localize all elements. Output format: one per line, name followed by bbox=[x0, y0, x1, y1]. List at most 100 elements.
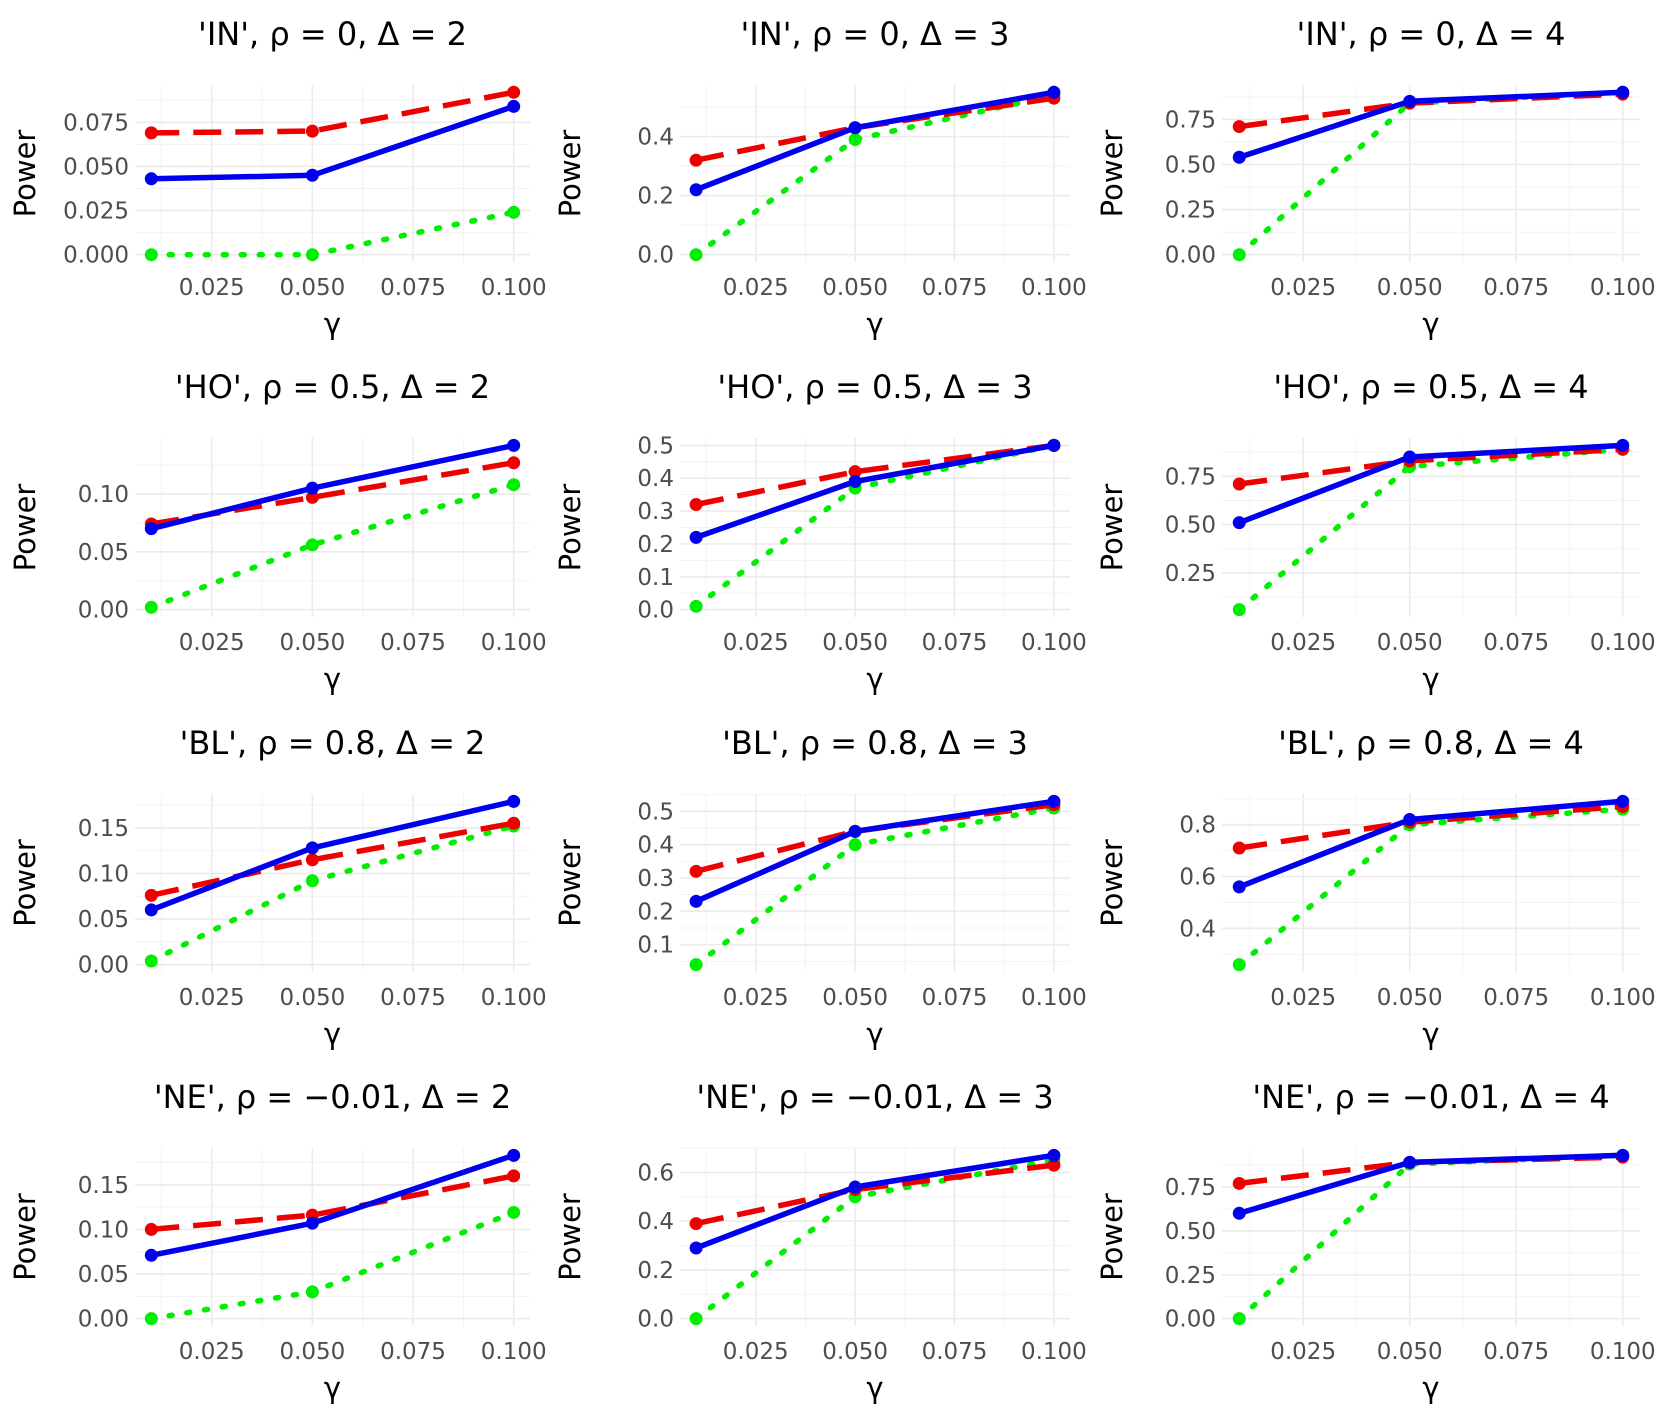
x-tick-label: 0.075 bbox=[922, 1339, 988, 1365]
series-1-point bbox=[689, 530, 703, 544]
y-tick-label: 0.50 bbox=[1165, 513, 1216, 539]
x-tick-label: 0.025 bbox=[1270, 1339, 1336, 1365]
series-3-point bbox=[689, 599, 703, 613]
x-axis-label: γ bbox=[1422, 1017, 1439, 1051]
x-tick-label: 0.100 bbox=[1021, 1339, 1087, 1365]
chart-panel-9: 0.025 0.050 0.075 0.100 0.4 0.6 0.8 γ Power 'BL',… bbox=[1095, 724, 1656, 1051]
series-2-point bbox=[1047, 1158, 1061, 1172]
series-2-point bbox=[305, 853, 319, 867]
series-2-point bbox=[305, 490, 319, 504]
y-tick-label: 0.3 bbox=[637, 866, 674, 892]
x-tick-label: 0.100 bbox=[481, 630, 547, 656]
y-tick-label: 0.05 bbox=[78, 540, 129, 566]
x-tick-label: 0.100 bbox=[1590, 1339, 1656, 1365]
series-1-point bbox=[1616, 85, 1630, 99]
x-tick-label: 0.075 bbox=[380, 985, 446, 1011]
chart-panel-4: 0.025 0.050 0.075 0.100 0.00 0.05 0.10 γ Power 'H… bbox=[8, 368, 547, 696]
series-2-point bbox=[305, 124, 319, 138]
y-tick-label: 0.2 bbox=[637, 1258, 674, 1284]
x-tick-label: 0.075 bbox=[1483, 275, 1549, 301]
y-tick-label: 0.00 bbox=[78, 1307, 129, 1333]
series-2-line bbox=[151, 89, 515, 136]
series-2-line bbox=[695, 95, 1055, 163]
series-1-line bbox=[150, 442, 515, 532]
series-1-point bbox=[1047, 1148, 1061, 1162]
series-2-point bbox=[689, 153, 703, 167]
x-tick-label: 0.100 bbox=[1021, 275, 1087, 301]
series-3-line bbox=[148, 1209, 517, 1322]
x-axis-label: γ bbox=[324, 662, 341, 696]
x-tick-label: 0.025 bbox=[723, 1339, 789, 1365]
x-tick-label: 0.075 bbox=[1483, 985, 1549, 1011]
series-3-point bbox=[848, 838, 862, 852]
series-2-point bbox=[144, 888, 158, 902]
y-tick-label: 0.50 bbox=[1165, 152, 1216, 178]
series-3-line bbox=[1236, 446, 1626, 613]
y-tick-label: 0.0 bbox=[637, 598, 674, 624]
series-1-line bbox=[1238, 442, 1623, 526]
x-axis-label: γ bbox=[1422, 1371, 1439, 1405]
series-1-point bbox=[1232, 516, 1246, 530]
x-tick-label: 0.050 bbox=[279, 630, 345, 656]
series-1-point bbox=[144, 172, 158, 186]
y-tick-label: 0.0 bbox=[637, 243, 674, 269]
y-tick-label: 0.75 bbox=[1165, 107, 1216, 133]
x-tick-label: 0.025 bbox=[723, 630, 789, 656]
series-3-point bbox=[689, 958, 703, 972]
series-3-point bbox=[689, 1312, 703, 1326]
chart-panel-7: 0.025 0.050 0.075 0.100 0.00 0.05 0.10 0.15 γ Pow… bbox=[8, 724, 547, 1051]
y-tick-label: 0.5 bbox=[637, 433, 674, 459]
y-tick-label: 0.00 bbox=[78, 953, 129, 979]
series-1-point bbox=[1616, 438, 1630, 452]
series-3-point bbox=[507, 478, 521, 492]
x-axis-label: γ bbox=[866, 1017, 883, 1051]
y-tick-label: 0.0 bbox=[637, 1307, 674, 1333]
x-axis-label: γ bbox=[324, 1017, 341, 1051]
panel-title: 'BL', ρ = 0.8, Δ = 2 bbox=[180, 724, 486, 762]
panel-title: 'BL', ρ = 0.8, Δ = 3 bbox=[722, 724, 1028, 762]
series-3-point bbox=[1232, 958, 1246, 972]
series-3-point bbox=[144, 600, 158, 614]
series-2-line bbox=[695, 442, 1055, 508]
series-3-line bbox=[148, 209, 517, 258]
panel-title: 'HO', ρ = 0.5, Δ = 2 bbox=[175, 368, 490, 406]
y-tick-label: 0.05 bbox=[78, 1262, 129, 1288]
y-tick-label: 0.10 bbox=[78, 482, 129, 508]
y-tick-label: 0.10 bbox=[78, 1217, 129, 1243]
series-1-point bbox=[507, 1148, 521, 1162]
series-3-line bbox=[1236, 89, 1626, 258]
series-3-point bbox=[144, 248, 158, 262]
y-axis-label: Power bbox=[8, 130, 42, 218]
y-tick-label: 0.50 bbox=[1165, 1219, 1216, 1245]
y-tick-label: 0.3 bbox=[637, 499, 674, 525]
series-1-point bbox=[507, 794, 521, 808]
series-1-point bbox=[144, 1248, 158, 1262]
x-tick-label: 0.075 bbox=[922, 985, 988, 1011]
y-axis-label: Power bbox=[1095, 484, 1129, 572]
chart-panel-6: 0.025 0.050 0.075 0.100 0.25 0.50 0.75 γ Power 'H… bbox=[1095, 368, 1656, 696]
y-tick-label: 0.4 bbox=[637, 125, 674, 151]
x-tick-label: 0.050 bbox=[822, 630, 888, 656]
series-1-point bbox=[305, 168, 319, 182]
chart-panel-2: 0.025 0.050 0.075 0.100 0.0 0.2 0.4 γ Power 'IN',… bbox=[553, 15, 1087, 341]
series-3-point bbox=[305, 1285, 319, 1299]
series-3-point bbox=[507, 205, 521, 219]
chart-panel-5: 0.025 0.050 0.075 0.100 0.0 0.1 0.2 0.3 0.4 0.5 γ P… bbox=[553, 368, 1087, 696]
x-tick-label: 0.050 bbox=[1377, 985, 1443, 1011]
panel-title: 'HO', ρ = 0.5, Δ = 3 bbox=[717, 368, 1032, 406]
series-1-point bbox=[305, 481, 319, 495]
series-1-point bbox=[1047, 794, 1061, 808]
x-tick-label: 0.075 bbox=[380, 630, 446, 656]
series-1-point bbox=[848, 1180, 862, 1194]
y-axis-label: Power bbox=[8, 1193, 42, 1281]
x-tick-label: 0.050 bbox=[1377, 1339, 1443, 1365]
series-1-point bbox=[1403, 812, 1417, 826]
series-3-point bbox=[1232, 1312, 1246, 1326]
series-2-point bbox=[1232, 1176, 1246, 1190]
x-tick-label: 0.050 bbox=[822, 985, 888, 1011]
panel-title: 'HO', ρ = 0.5, Δ = 4 bbox=[1273, 368, 1588, 406]
series-1-point bbox=[1047, 85, 1061, 99]
y-tick-label: 0.75 bbox=[1165, 1175, 1216, 1201]
series-3-line bbox=[693, 92, 1057, 258]
